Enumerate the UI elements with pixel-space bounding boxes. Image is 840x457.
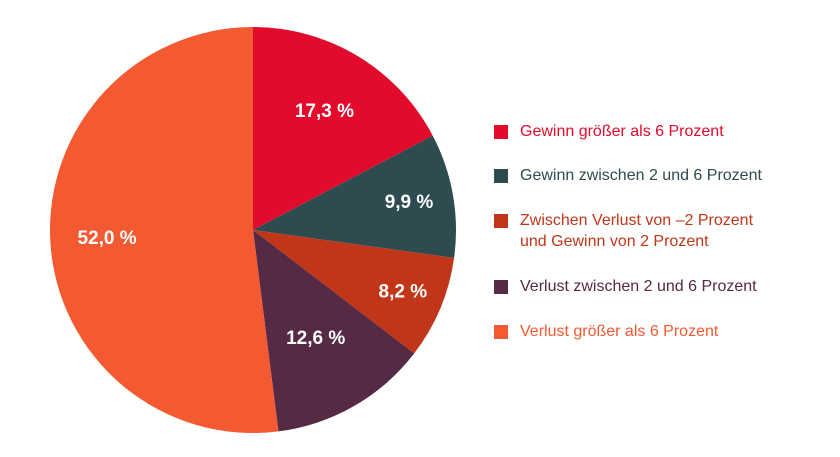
legend-label: Zwischen Verlust von –2 Prozent und Gewi…	[520, 212, 754, 250]
legend-label: Verlust zwischen 2 und 6 Prozent	[520, 278, 757, 295]
pie-slice	[253, 27, 433, 230]
pie-slice	[253, 230, 415, 432]
legend-item-loss-2-6: Verlust zwischen 2 und 6 Prozent	[494, 276, 757, 297]
pie-slice	[50, 27, 279, 433]
legend-swatch	[494, 214, 508, 228]
legend-swatch	[494, 325, 508, 339]
legend-swatch	[494, 169, 508, 183]
legend: Gewinn größer als 6 Prozent Gewinn zwisc…	[494, 0, 834, 457]
legend-swatch	[494, 125, 508, 139]
slice-value-label: 17,3 %	[295, 101, 354, 122]
legend-item-neutral: Zwischen Verlust von –2 Prozent und Gewi…	[494, 210, 753, 252]
slice-value-label: 8,2 %	[379, 282, 428, 303]
legend-item-gain-2-6: Gewinn zwischen 2 und 6 Prozent	[494, 165, 762, 186]
pie-slice	[253, 230, 455, 354]
legend-label: Verlust größer als 6 Prozent	[520, 323, 719, 340]
legend-item-loss-over-6: Verlust größer als 6 Prozent	[494, 321, 718, 342]
pie-labels: 17,3 % 9,9 % 8,2 % 12,6 % 52,0 %	[78, 101, 434, 349]
legend-label: Gewinn zwischen 2 und 6 Prozent	[520, 167, 762, 184]
pie-slice	[253, 135, 456, 258]
pie-slices	[50, 27, 456, 433]
slice-value-label: 9,9 %	[385, 192, 434, 213]
slice-value-label: 12,6 %	[286, 328, 345, 349]
legend-swatch	[494, 280, 508, 294]
legend-item-gain-over-6: Gewinn größer als 6 Prozent	[494, 121, 724, 142]
legend-label: Gewinn größer als 6 Prozent	[520, 123, 724, 140]
slice-value-label: 52,0 %	[78, 228, 137, 249]
